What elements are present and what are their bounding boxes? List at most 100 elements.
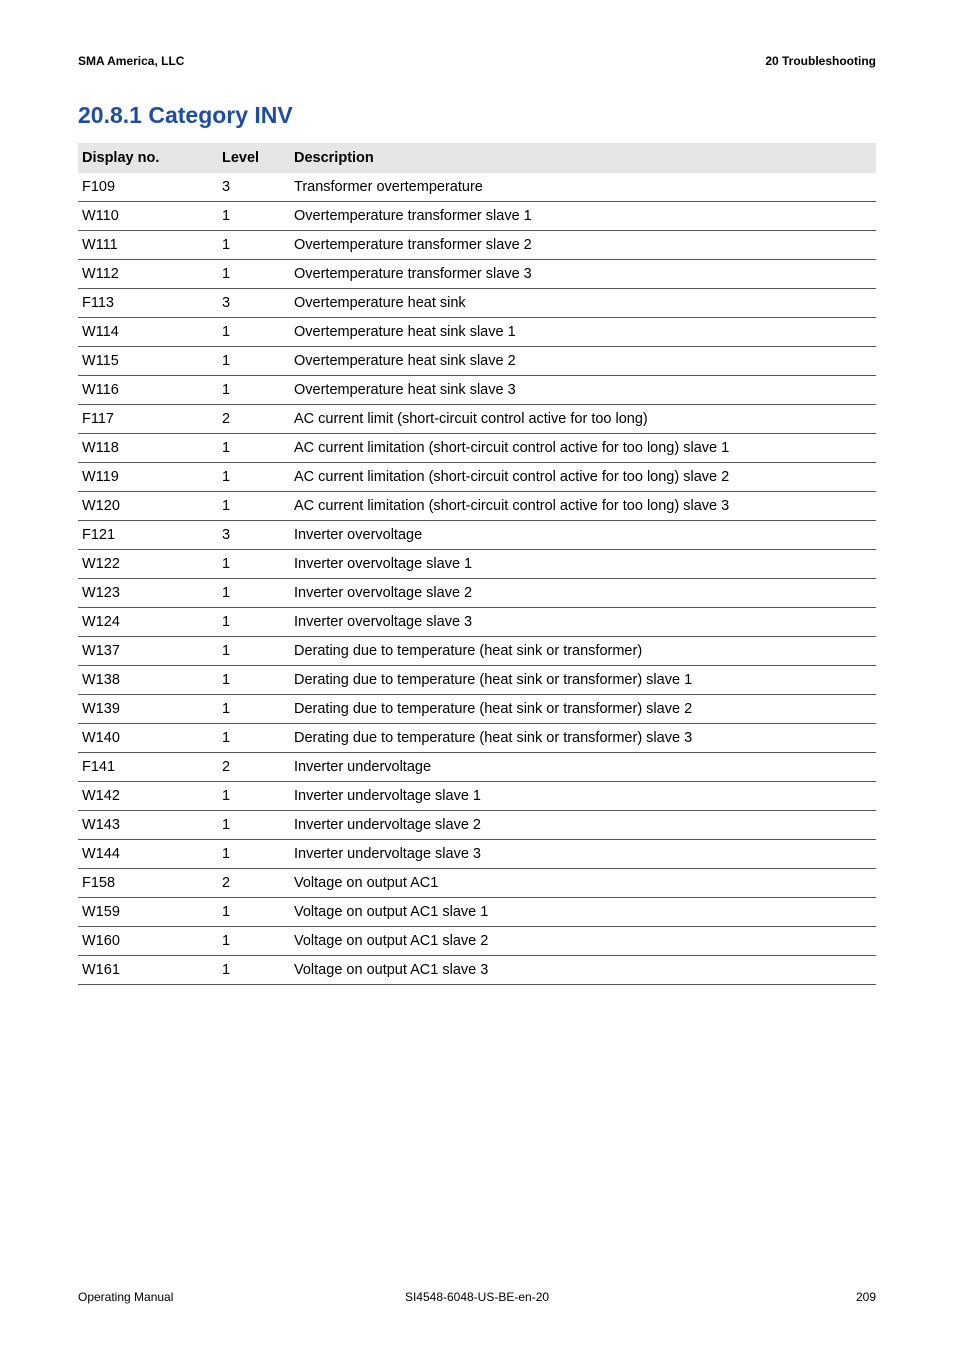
cell-display-no: W142	[78, 782, 218, 811]
cell-level: 1	[218, 811, 290, 840]
cell-display-no: W115	[78, 347, 218, 376]
table-header-row: Display no. Level Description	[78, 143, 876, 173]
cell-level: 1	[218, 347, 290, 376]
cell-display-no: W120	[78, 492, 218, 521]
cell-display-no: W161	[78, 956, 218, 985]
cell-level: 1	[218, 956, 290, 985]
header-left: SMA America, LLC	[78, 54, 184, 68]
cell-display-no: F109	[78, 173, 218, 202]
cell-level: 1	[218, 492, 290, 521]
cell-description: Inverter overvoltage	[290, 521, 876, 550]
table-body: F1093Transformer overtemperatureW1101Ove…	[78, 173, 876, 985]
table-row: W1431Inverter undervoltage slave 2	[78, 811, 876, 840]
cell-description: Derating due to temperature (heat sink o…	[290, 695, 876, 724]
cell-display-no: F158	[78, 869, 218, 898]
table-row: W1391Derating due to temperature (heat s…	[78, 695, 876, 724]
cell-level: 1	[218, 666, 290, 695]
table-row: W1101Overtemperature transformer slave 1	[78, 202, 876, 231]
cell-level: 1	[218, 840, 290, 869]
table-row: W1241Inverter overvoltage slave 3	[78, 608, 876, 637]
cell-description: AC current limit (short-circuit control …	[290, 405, 876, 434]
cell-description: AC current limitation (short-circuit con…	[290, 434, 876, 463]
table-row: W1141Overtemperature heat sink slave 1	[78, 318, 876, 347]
cell-display-no: W143	[78, 811, 218, 840]
cell-level: 1	[218, 579, 290, 608]
table-row: W1381Derating due to temperature (heat s…	[78, 666, 876, 695]
table-row: W1191AC current limitation (short-circui…	[78, 463, 876, 492]
cell-level: 1	[218, 260, 290, 289]
cell-display-no: W112	[78, 260, 218, 289]
table-row: W1121Overtemperature transformer slave 3	[78, 260, 876, 289]
cell-description: AC current limitation (short-circuit con…	[290, 492, 876, 521]
cell-display-no: W116	[78, 376, 218, 405]
cell-description: AC current limitation (short-circuit con…	[290, 463, 876, 492]
cell-display-no: W123	[78, 579, 218, 608]
table-row: W1151Overtemperature heat sink slave 2	[78, 347, 876, 376]
cell-display-no: W118	[78, 434, 218, 463]
cell-level: 1	[218, 637, 290, 666]
cell-display-no: W144	[78, 840, 218, 869]
cell-display-no: F117	[78, 405, 218, 434]
cell-description: Inverter overvoltage slave 2	[290, 579, 876, 608]
table-row: F1213Inverter overvoltage	[78, 521, 876, 550]
cell-display-no: W137	[78, 637, 218, 666]
cell-display-no: W159	[78, 898, 218, 927]
cell-description: Overtemperature heat sink slave 3	[290, 376, 876, 405]
cell-level: 1	[218, 695, 290, 724]
cell-level: 1	[218, 550, 290, 579]
cell-description: Derating due to temperature (heat sink o…	[290, 666, 876, 695]
cell-description: Voltage on output AC1 slave 3	[290, 956, 876, 985]
col-display-no: Display no.	[78, 143, 218, 173]
cell-display-no: F141	[78, 753, 218, 782]
cell-display-no: W160	[78, 927, 218, 956]
cell-description: Inverter overvoltage slave 1	[290, 550, 876, 579]
category-table: Display no. Level Description F1093Trans…	[78, 143, 876, 985]
cell-display-no: W114	[78, 318, 218, 347]
cell-level: 3	[218, 521, 290, 550]
cell-description: Derating due to temperature (heat sink o…	[290, 637, 876, 666]
cell-description: Voltage on output AC1	[290, 869, 876, 898]
cell-description: Transformer overtemperature	[290, 173, 876, 202]
table-row: W1231Inverter overvoltage slave 2	[78, 579, 876, 608]
cell-level: 2	[218, 405, 290, 434]
page-header: SMA America, LLC 20 Troubleshooting	[78, 54, 876, 68]
cell-display-no: F121	[78, 521, 218, 550]
table-row: W1421Inverter undervoltage slave 1	[78, 782, 876, 811]
footer-center: SI4548-6048-US-BE-en-20	[405, 1290, 549, 1304]
footer-left: Operating Manual	[78, 1290, 173, 1304]
cell-description: Overtemperature transformer slave 2	[290, 231, 876, 260]
cell-description: Inverter undervoltage slave 2	[290, 811, 876, 840]
cell-level: 1	[218, 376, 290, 405]
cell-description: Voltage on output AC1 slave 1	[290, 898, 876, 927]
table-row: F1093Transformer overtemperature	[78, 173, 876, 202]
table-row: W1591Voltage on output AC1 slave 1	[78, 898, 876, 927]
cell-level: 1	[218, 202, 290, 231]
table-row: F1133Overtemperature heat sink	[78, 289, 876, 318]
cell-level: 2	[218, 753, 290, 782]
cell-level: 1	[218, 927, 290, 956]
table-row: F1582Voltage on output AC1	[78, 869, 876, 898]
col-description: Description	[290, 143, 876, 173]
table-row: W1441Inverter undervoltage slave 3	[78, 840, 876, 869]
cell-level: 3	[218, 173, 290, 202]
table-row: W1221Inverter overvoltage slave 1	[78, 550, 876, 579]
cell-display-no: W140	[78, 724, 218, 753]
col-level: Level	[218, 143, 290, 173]
footer-right: 209	[856, 1290, 876, 1304]
cell-level: 1	[218, 231, 290, 260]
table-row: W1611Voltage on output AC1 slave 3	[78, 956, 876, 985]
table-row: W1401Derating due to temperature (heat s…	[78, 724, 876, 753]
cell-description: Inverter undervoltage	[290, 753, 876, 782]
cell-display-no: W119	[78, 463, 218, 492]
page: SMA America, LLC 20 Troubleshooting 20.8…	[0, 0, 954, 1352]
cell-level: 3	[218, 289, 290, 318]
cell-level: 1	[218, 898, 290, 927]
table-row: W1111Overtemperature transformer slave 2	[78, 231, 876, 260]
cell-level: 1	[218, 434, 290, 463]
cell-description: Overtemperature heat sink slave 1	[290, 318, 876, 347]
table-row: F1172AC current limit (short-circuit con…	[78, 405, 876, 434]
cell-display-no: W122	[78, 550, 218, 579]
table-row: W1181AC current limitation (short-circui…	[78, 434, 876, 463]
cell-description: Voltage on output AC1 slave 2	[290, 927, 876, 956]
cell-description: Overtemperature heat sink slave 2	[290, 347, 876, 376]
